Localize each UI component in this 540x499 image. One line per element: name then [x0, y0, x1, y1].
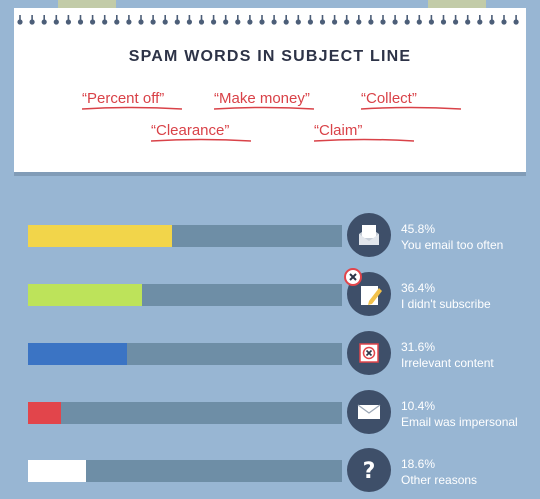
bar-track — [28, 343, 342, 365]
row-label: 18.6% Other reasons — [401, 456, 477, 488]
category-label: You email too often — [401, 238, 504, 252]
spam-words-card: SPAM WORDS IN SUBJECT LINE “Percent off”… — [14, 8, 526, 172]
value-label: 45.8% — [401, 222, 436, 236]
underline-stroke — [151, 138, 251, 142]
underline-stroke — [361, 106, 461, 110]
notebook-rings — [17, 15, 519, 25]
row-label: 10.4% Email was impersonal — [401, 398, 518, 430]
envelope-open-icon — [347, 213, 391, 257]
spam-word-text: “Clearance” — [151, 122, 230, 139]
underline-stroke — [214, 106, 314, 110]
bar — [28, 402, 61, 424]
value-label: 36.4% — [401, 281, 436, 295]
bar — [28, 460, 87, 482]
svg-text:?: ? — [363, 459, 376, 484]
bar — [28, 343, 128, 365]
spam-word: “Claim” — [314, 122, 414, 142]
spam-word-text: “Claim” — [314, 122, 363, 139]
bar-track — [28, 460, 342, 482]
spam-word: “Collect” — [361, 90, 461, 110]
value-label: 31.6% — [401, 340, 436, 354]
spam-word-text: “Collect” — [361, 90, 417, 107]
card-title: SPAM WORDS IN SUBJECT LINE — [128, 48, 412, 65]
row-label: 36.4% I didn't subscribe — [401, 280, 491, 312]
category-label: Other reasons — [401, 473, 478, 487]
bar — [28, 225, 172, 247]
spam-word-text: “Make money” — [214, 90, 310, 107]
category-label: Irrelevant content — [401, 356, 494, 370]
underline-stroke — [82, 106, 182, 110]
bar-track — [28, 284, 342, 306]
spam-word: “Make money” — [214, 90, 314, 110]
spam-word: “Percent off” — [82, 90, 182, 110]
row-label: 31.6% Irrelevant content — [401, 339, 494, 371]
value-label: 18.6% — [401, 457, 436, 471]
envelope-icon — [347, 390, 391, 434]
value-label: 10.4% — [401, 399, 436, 413]
cancel-badge-icon — [344, 268, 362, 286]
bar-track — [28, 225, 342, 247]
category-label: Email was impersonal — [401, 415, 518, 429]
row-label: 45.8% You email too often — [401, 221, 503, 253]
x-box-icon — [347, 331, 391, 375]
underline-stroke — [314, 138, 414, 142]
question-mark-icon: ? — [347, 448, 391, 492]
bar-track — [28, 402, 342, 424]
category-label: I didn't subscribe — [401, 297, 491, 311]
spam-word-text: “Percent off” — [82, 90, 165, 107]
spam-word: “Clearance” — [151, 122, 251, 142]
bar — [28, 284, 143, 306]
